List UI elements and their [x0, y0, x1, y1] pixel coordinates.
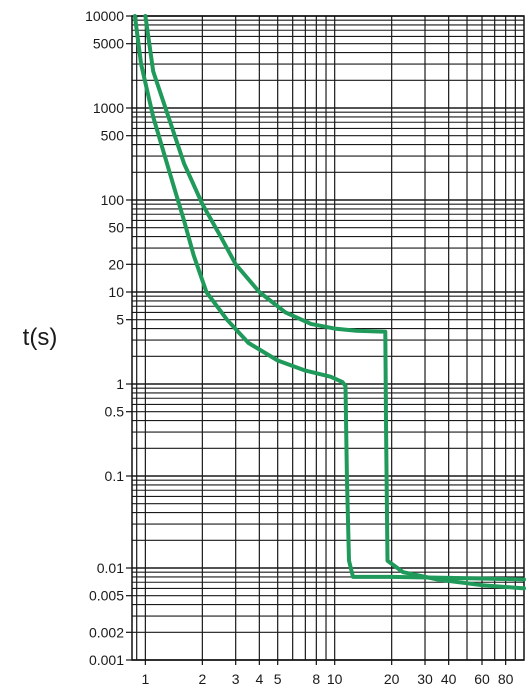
- y-tick-label: 5: [116, 312, 124, 328]
- x-tick-label: 4: [255, 671, 263, 687]
- x-tick-label: 1: [141, 671, 149, 687]
- y-tick-label: 1000: [93, 100, 124, 116]
- y-tick-label: 0.005: [89, 588, 124, 604]
- curve-layer: [132, 14, 526, 591]
- y-tick-label: 100: [101, 192, 125, 208]
- x-tick-label: 80: [498, 671, 514, 687]
- plot-frame: [131, 15, 525, 661]
- x-tick-label: 2: [198, 671, 206, 687]
- x-tick-label: 60: [474, 671, 490, 687]
- y-tick-label: 20: [108, 256, 124, 272]
- trip-curve-2: [132, 14, 526, 582]
- x-tick-label: 10: [327, 671, 343, 687]
- y-tick-label: 10: [108, 284, 124, 300]
- y-tick-label: 0.01: [97, 560, 124, 576]
- trip-curve-1: [143, 14, 526, 591]
- x-tick-labels: 1 2 3 4 5 8 10 20 30 40 60 80: [141, 660, 514, 687]
- y-tick-label: 1: [116, 376, 124, 392]
- x-tick-label: 40: [441, 671, 457, 687]
- x-tick-label: 30: [417, 671, 433, 687]
- grid-lines: [132, 15, 524, 661]
- y-tick-label: 0.002: [89, 624, 124, 640]
- x-tick-label: 8: [312, 671, 320, 687]
- y-tick-labels: 10000 5000 1000 500 100 50 20 10 5 1 0.5 0.1 0.01 0.0…: [85, 8, 132, 668]
- y-tick-label: 500: [101, 128, 125, 144]
- x-tick-label: 20: [384, 671, 400, 687]
- y-tick-label: 0.5: [105, 404, 125, 420]
- y-tick-label: 10000: [85, 8, 124, 24]
- y-axis-label: t(s): [23, 324, 58, 351]
- y-tick-label: 50: [108, 220, 124, 236]
- x-tick-label: 5: [274, 671, 282, 687]
- x-tick-label: 3: [232, 671, 240, 687]
- y-tick-label: 0.001: [89, 652, 124, 668]
- y-tick-label: 5000: [93, 36, 124, 52]
- y-tick-label: 0.1: [105, 468, 125, 484]
